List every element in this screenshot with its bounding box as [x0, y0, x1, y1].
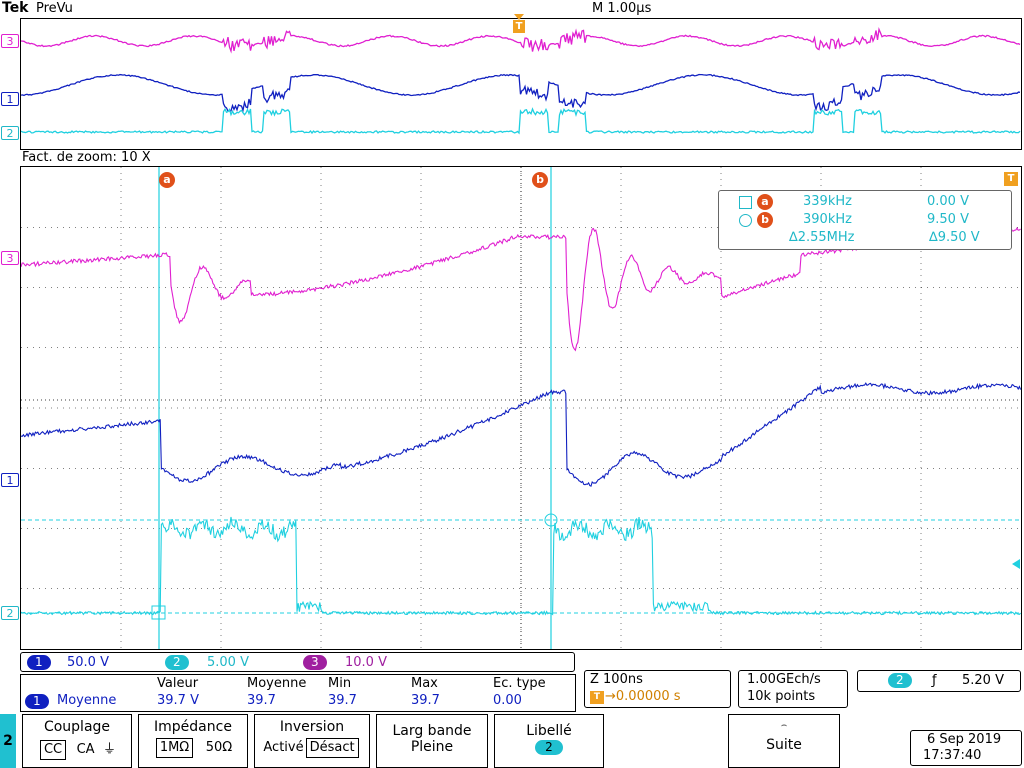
- meas-header-min: Min: [328, 676, 352, 691]
- time-label: 17:37:40: [923, 748, 982, 763]
- cursor-b-circle-marker: [544, 513, 558, 527]
- inversion-active-option[interactable]: Activé: [263, 740, 304, 755]
- impedance-label: Impédance: [154, 719, 232, 735]
- couplage-ground-icon[interactable]: ⏚: [103, 742, 117, 757]
- trigger-source-badge: 2: [888, 673, 912, 688]
- channel-scale-bar: 1 50.0 V 2 5.00 V 3 10.0 V: [20, 652, 575, 672]
- ch2-scale-indicator[interactable]: 2 5.00 V: [165, 655, 249, 670]
- overview-ch2-trace: [21, 107, 1021, 135]
- impedance-1mohm-option[interactable]: 1MΩ: [155, 738, 194, 758]
- zoom-ch2-marker[interactable]: 2: [1, 606, 19, 620]
- brand-logo: Tek: [2, 0, 29, 16]
- acquisition-info-box[interactable]: 1.00GEch/s 10k points: [738, 670, 848, 708]
- bandwidth-value: Pleine: [410, 739, 454, 755]
- overview-ch3-marker[interactable]: 3: [1, 34, 19, 48]
- meas-value-min: 39.7: [328, 693, 357, 708]
- couplage-ca-option[interactable]: CA: [76, 742, 95, 757]
- meas-value-max: 39.7: [411, 693, 440, 708]
- suite-label: Suite: [766, 737, 802, 753]
- zoom-trigger-level-arrow: [1012, 559, 1020, 569]
- zoom-ch3-marker[interactable]: 3: [1, 251, 19, 265]
- cursor-a-square-marker: [151, 605, 166, 620]
- impedance-button[interactable]: Impédance 1MΩ 50Ω: [138, 714, 248, 768]
- couplage-button[interactable]: Couplage CC CA ⏚: [22, 714, 132, 768]
- cursor-delta-volt: ∆9.50 V: [929, 230, 980, 245]
- measurement-panel: Valeur Moyenne Min Max Ec. type 1 Moyenn…: [20, 674, 576, 712]
- zoom-info-box[interactable]: Z 100ns T →0.00000 s: [584, 670, 731, 708]
- meas-value-moyenne: 39.7: [247, 693, 276, 708]
- trigger-slope-icon: ƒ: [932, 673, 937, 688]
- cursor-delta-freq: ∆2.55MHz: [789, 230, 855, 245]
- overview-waveform-window: [20, 18, 1022, 150]
- overview-ch1-trace: [21, 73, 1021, 113]
- sample-rate: 1.00GEch/s: [747, 672, 821, 687]
- bandwidth-label: Larg bande: [392, 723, 472, 739]
- menu-channel-tab[interactable]: 2: [0, 714, 16, 768]
- zoom-trigger-icon: T: [590, 691, 604, 704]
- date-label: 6 Sep 2019: [927, 732, 1002, 747]
- ch1-scale-indicator[interactable]: 1 50.0 V: [27, 655, 109, 670]
- inversion-desact-option[interactable]: Désact: [305, 738, 359, 758]
- meas-channel-badge[interactable]: 1: [25, 694, 49, 709]
- libelle-value-badge: 2: [535, 740, 563, 755]
- overview-ch1-marker[interactable]: 1: [1, 92, 19, 106]
- cursor-b-label[interactable]: b: [532, 172, 548, 188]
- ch3-scale-indicator[interactable]: 3 10.0 V: [303, 655, 387, 670]
- cursor-a-volt: 0.00 V: [927, 194, 969, 209]
- bandwidth-button[interactable]: Larg bande Pleine: [376, 714, 488, 768]
- mode-label: PreVu: [36, 1, 73, 16]
- inversion-button[interactable]: Inversion Activé Désact: [254, 714, 370, 768]
- cursor-a-freq: 339kHz: [803, 194, 852, 209]
- meas-value-valeur: 39.7 V: [157, 693, 199, 708]
- cursor-a-square-icon: [739, 196, 752, 209]
- zoom-ch1-trace: [21, 382, 1021, 487]
- meas-header-max: Max: [411, 676, 438, 691]
- suite-button[interactable]: ⌢ Suite: [728, 714, 840, 768]
- impedance-50ohm-option[interactable]: 50Ω: [205, 740, 233, 755]
- couplage-label: Couplage: [43, 719, 111, 735]
- couplage-cc-option[interactable]: CC: [39, 740, 67, 760]
- record-length: 10k points: [747, 689, 816, 704]
- cursor-b-readout-badge: b: [757, 212, 773, 228]
- cursor-a-readout-badge: a: [757, 194, 773, 210]
- zoom-scale: Z 100ns: [590, 672, 643, 687]
- zoom-factor-label: Fact. de zoom: 10 X: [22, 150, 151, 165]
- libelle-label: Libellé: [526, 723, 572, 739]
- libelle-button[interactable]: Libellé 2: [494, 714, 604, 768]
- cursor-a-label[interactable]: a: [159, 172, 175, 188]
- cursor-b-freq: 390kHz: [803, 212, 852, 227]
- zoom-trigger-marker-icon: T: [1004, 172, 1018, 186]
- datetime-box: 6 Sep 2019 17:37:40: [910, 730, 1022, 766]
- ch2-scale-value: 5.00 V: [207, 655, 249, 670]
- overview-traces: [21, 27, 1021, 135]
- suite-arrow-icon: ⌢: [780, 720, 788, 731]
- ch3-scale-value: 10.0 V: [345, 655, 387, 670]
- meas-header-valeur: Valeur: [157, 676, 199, 691]
- meas-header-ectype: Ec. type: [493, 676, 546, 691]
- zoom-waveform-window: [20, 166, 1022, 650]
- trigger-position-marker[interactable]: T: [513, 14, 525, 36]
- inversion-label: Inversion: [279, 719, 345, 735]
- trigger-level: 5.20 V: [962, 673, 1004, 688]
- zoom-ch2-trace: [21, 516, 1021, 616]
- cursor-b-circle-icon: [739, 214, 752, 227]
- meas-header-moyenne: Moyenne: [247, 676, 307, 691]
- overview-ch2-marker[interactable]: 2: [1, 126, 19, 140]
- trigger-info-box[interactable]: 2 ƒ 5.20 V: [857, 670, 1021, 692]
- zoom-ch1-marker[interactable]: 1: [1, 473, 19, 487]
- cursor-readout-panel: a 339kHz 0.00 V b 390kHz 9.50 V ∆2.55MHz…: [718, 190, 1012, 250]
- meas-value-ectype: 0.00: [493, 693, 522, 708]
- zoom-position: →0.00000 s: [605, 689, 681, 704]
- overview-ch3-trace: [21, 27, 1021, 54]
- ch1-scale-value: 50.0 V: [67, 655, 109, 670]
- meas-name: Moyenne: [57, 693, 117, 708]
- cursor-b-volt: 9.50 V: [927, 212, 969, 227]
- timebase-label: M 1.00µs: [592, 1, 652, 16]
